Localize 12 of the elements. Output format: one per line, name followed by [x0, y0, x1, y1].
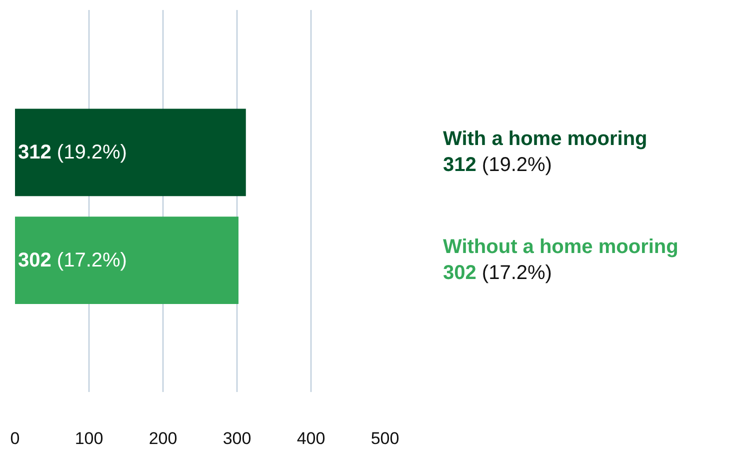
x-tick-label: 200 [148, 429, 178, 448]
x-tick-label: 100 [74, 429, 104, 448]
text: Without a home mooring [443, 236, 678, 258]
x-tick-label: 300 [222, 429, 252, 448]
x-tick-label: 400 [296, 429, 326, 448]
data-label: 302 (17.2%) [18, 249, 127, 272]
x-tick-label: 0 [10, 429, 20, 448]
text: With a home mooring [443, 128, 648, 150]
x-tick-label: 500 [370, 429, 400, 448]
text: 312 (19.2%) [443, 154, 552, 176]
data-label: 312 (19.2%) [18, 141, 127, 164]
text: 302 (17.2%) [443, 262, 552, 284]
